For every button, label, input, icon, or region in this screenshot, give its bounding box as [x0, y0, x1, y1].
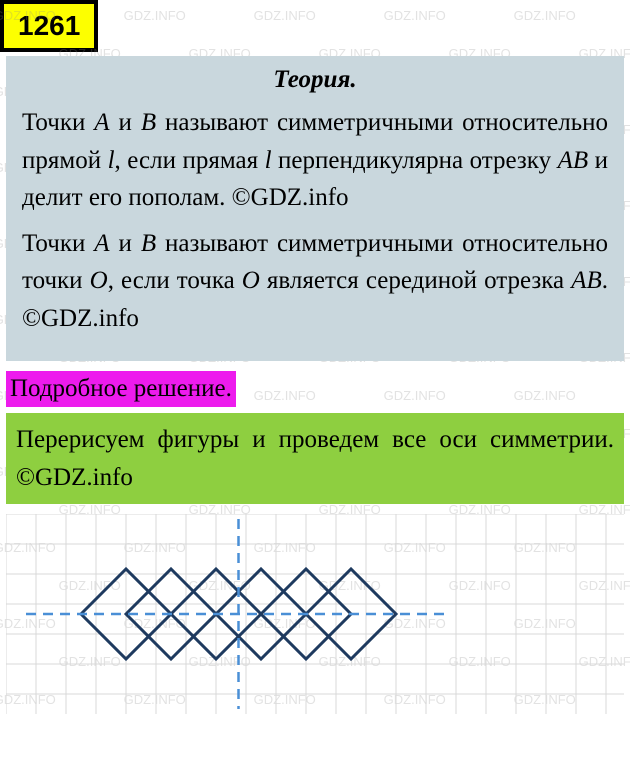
diamond-chain-diagram [6, 514, 624, 714]
theory-para-2: Точки A и B называют симметричными относ… [22, 225, 608, 338]
badge-number: 1261 [0, 0, 98, 52]
solution-heading: Подробное решение. [6, 371, 236, 407]
symmetry-figure [6, 514, 624, 719]
theory-title: Теория. [22, 66, 608, 94]
problem-badge: 1261 [0, 0, 630, 52]
task-instruction: Перерисуем фигуры и проведем все оси сим… [6, 413, 624, 504]
theory-section: Теория. Точки A и B называют симметричны… [6, 56, 624, 361]
theory-para-1: Точки A и B называют симметричными относ… [22, 104, 608, 217]
